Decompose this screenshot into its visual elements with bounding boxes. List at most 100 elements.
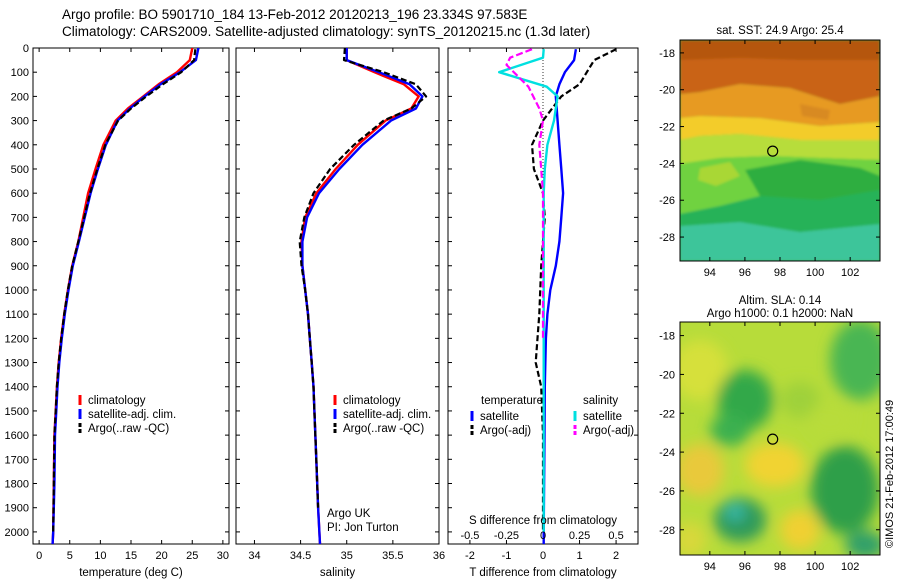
sla-map [680, 322, 880, 555]
y-tick-label: 2000 [5, 527, 29, 539]
y-tick-label: 1100 [5, 309, 29, 321]
x-tick-label: 100 [806, 561, 824, 573]
y-tick-label: 1700 [5, 454, 29, 466]
y-tick-label: 1200 [5, 333, 29, 345]
y-tick-label: 1300 [5, 358, 29, 370]
figure-title-line1: Argo profile: BO 5901710_184 13-Feb-2012… [62, 7, 528, 22]
y-tick-label: 1800 [5, 479, 29, 491]
profile-location-marker [767, 145, 779, 157]
sst-map-axes: 94 96 98 100 102 -18 -20 -22 -24 -26 -28 sat. SST: … [659, 25, 880, 279]
series-line-climatology [300, 48, 420, 544]
y-tick-label: 700 [11, 212, 29, 224]
y-tick-label: 1000 [5, 285, 29, 297]
x-tick-label: 34 [248, 550, 260, 562]
y-tick-label: 100 [11, 67, 29, 79]
x-tick-label: 25 [186, 550, 198, 562]
x-tick-label: 35.5 [382, 550, 403, 562]
legend-label: climatology [343, 395, 401, 407]
salinity-series [298, 48, 428, 544]
x2-tick-label: 0 [540, 530, 546, 542]
sla-map-axes: 94 96 98 100 102 -18 -20 -22 -24 -26 -28 Altim. SLA… [659, 295, 880, 573]
series-line-temperature-satellite [542, 49, 578, 544]
series-line-satellite-adj-clim- [51, 48, 200, 544]
x-tick-label: 1 [576, 550, 582, 562]
x-axis-label: T difference from climatology [469, 567, 616, 579]
series-line-argo-raw-qc- [52, 49, 197, 532]
y-tick-label: 500 [11, 164, 29, 176]
x-axis-label: salinity [320, 567, 355, 579]
y-tick-label: 800 [11, 237, 29, 249]
x-tick-label: 102 [841, 561, 859, 573]
legend-label: satellite-adj. clim. [343, 409, 431, 421]
legend-label: Argo(..raw -QC) [88, 423, 169, 435]
x-tick-label: 2 [613, 550, 619, 562]
x2-tick-label: -0.5 [460, 530, 479, 542]
x-tick-label: 30 [217, 550, 229, 562]
y-tick-label: 0 [23, 43, 29, 55]
y-tick-label: -26 [659, 486, 675, 498]
y-tick-label: -18 [659, 331, 675, 343]
x-tick-label: -2 [465, 550, 475, 562]
y-tick-label: -24 [659, 447, 675, 459]
y-tick-label: 600 [11, 188, 29, 200]
series-line-salinity-argo-adj- [505, 48, 545, 339]
series-line-argo-raw-qc- [298, 48, 428, 508]
difference-series [498, 48, 617, 544]
legend-title-temperature: temperature [481, 395, 543, 407]
salinity-axes-frame [235, 47, 440, 545]
series-line-salinity-satellite [498, 49, 559, 532]
y-tick-label: -20 [659, 369, 675, 381]
profile-location-marker [767, 433, 779, 445]
map-title: sat. SST: 24.9 Argo: 25.4 [716, 25, 844, 37]
map-subtitle: Argo h1000: 0.1 h2000: NaN [707, 308, 853, 320]
y-tick-label: 900 [11, 261, 29, 273]
x2-tick-label: 0.25 [569, 530, 590, 542]
series-line-satellite-adj-clim- [301, 48, 424, 544]
legend-label: Argo(-adj) [583, 425, 634, 437]
map-title: Altim. SLA: 0.14 [739, 295, 822, 307]
x-tick-label: 98 [774, 561, 786, 573]
x-tick-label: 96 [739, 267, 751, 279]
x-tick-label: 15 [125, 550, 137, 562]
y-tick-label: 1500 [5, 406, 29, 418]
y-tick-label: -24 [659, 158, 675, 170]
sst-map [680, 40, 880, 261]
x-tick-label: 35 [341, 550, 353, 562]
x-tick-label: -1 [502, 550, 512, 562]
temperature-series [51, 48, 200, 544]
x-tick-label: 5 [67, 550, 73, 562]
temperature-panel: 0100200300400500600700800900100011001200… [5, 43, 230, 579]
y-tick-label: 1600 [5, 430, 29, 442]
legend-label: satellite-adj. clim. [88, 409, 176, 421]
x2-tick-label: 0.5 [608, 530, 623, 542]
legend-title-salinity: salinity [583, 395, 618, 407]
y-tick-label: 1900 [5, 503, 29, 515]
x-tick-label: 96 [739, 561, 751, 573]
salinity-panel: 34 34.5 35 35.5 36 salinity climatology satelli… [235, 47, 445, 579]
copyright-stamp: ©IMOS 21-Feb-2012 17:00:49 [884, 400, 896, 548]
x-tick-label: 94 [704, 267, 716, 279]
x-axis-label: temperature (deg C) [79, 567, 183, 579]
temperature-axes-frame [32, 47, 230, 545]
legend-label: satellite [583, 411, 622, 423]
y-tick-label: -20 [659, 85, 675, 97]
x-tick-label: 98 [774, 267, 786, 279]
annotation-argo-uk: Argo UK [327, 508, 371, 520]
legend-label: climatology [88, 395, 146, 407]
x-tick-label: 100 [806, 267, 824, 279]
x-tick-label: 94 [704, 561, 716, 573]
x-tick-label: 20 [156, 550, 168, 562]
y-tick-label: 400 [11, 140, 29, 152]
legend: climatology satellite-adj. clim. Argo(..ra… [78, 395, 176, 435]
legend: climatology satellite-adj. clim. Argo(..ra… [333, 395, 431, 435]
series-line-climatology [51, 48, 194, 544]
legend-label: satellite [480, 411, 519, 423]
x-tick-label: 34.5 [290, 550, 311, 562]
y-tick-label: 300 [11, 116, 29, 128]
y-tick-label: -26 [659, 195, 675, 207]
legend: temperature salinity satellite Argo(-adj) sa… [470, 395, 634, 437]
x2-tick-label: -0.25 [494, 530, 519, 542]
x-tick-label: 36 [433, 550, 445, 562]
y-tick-label: -28 [659, 232, 675, 244]
annotation-pi: PI: Jon Turton [327, 522, 399, 534]
